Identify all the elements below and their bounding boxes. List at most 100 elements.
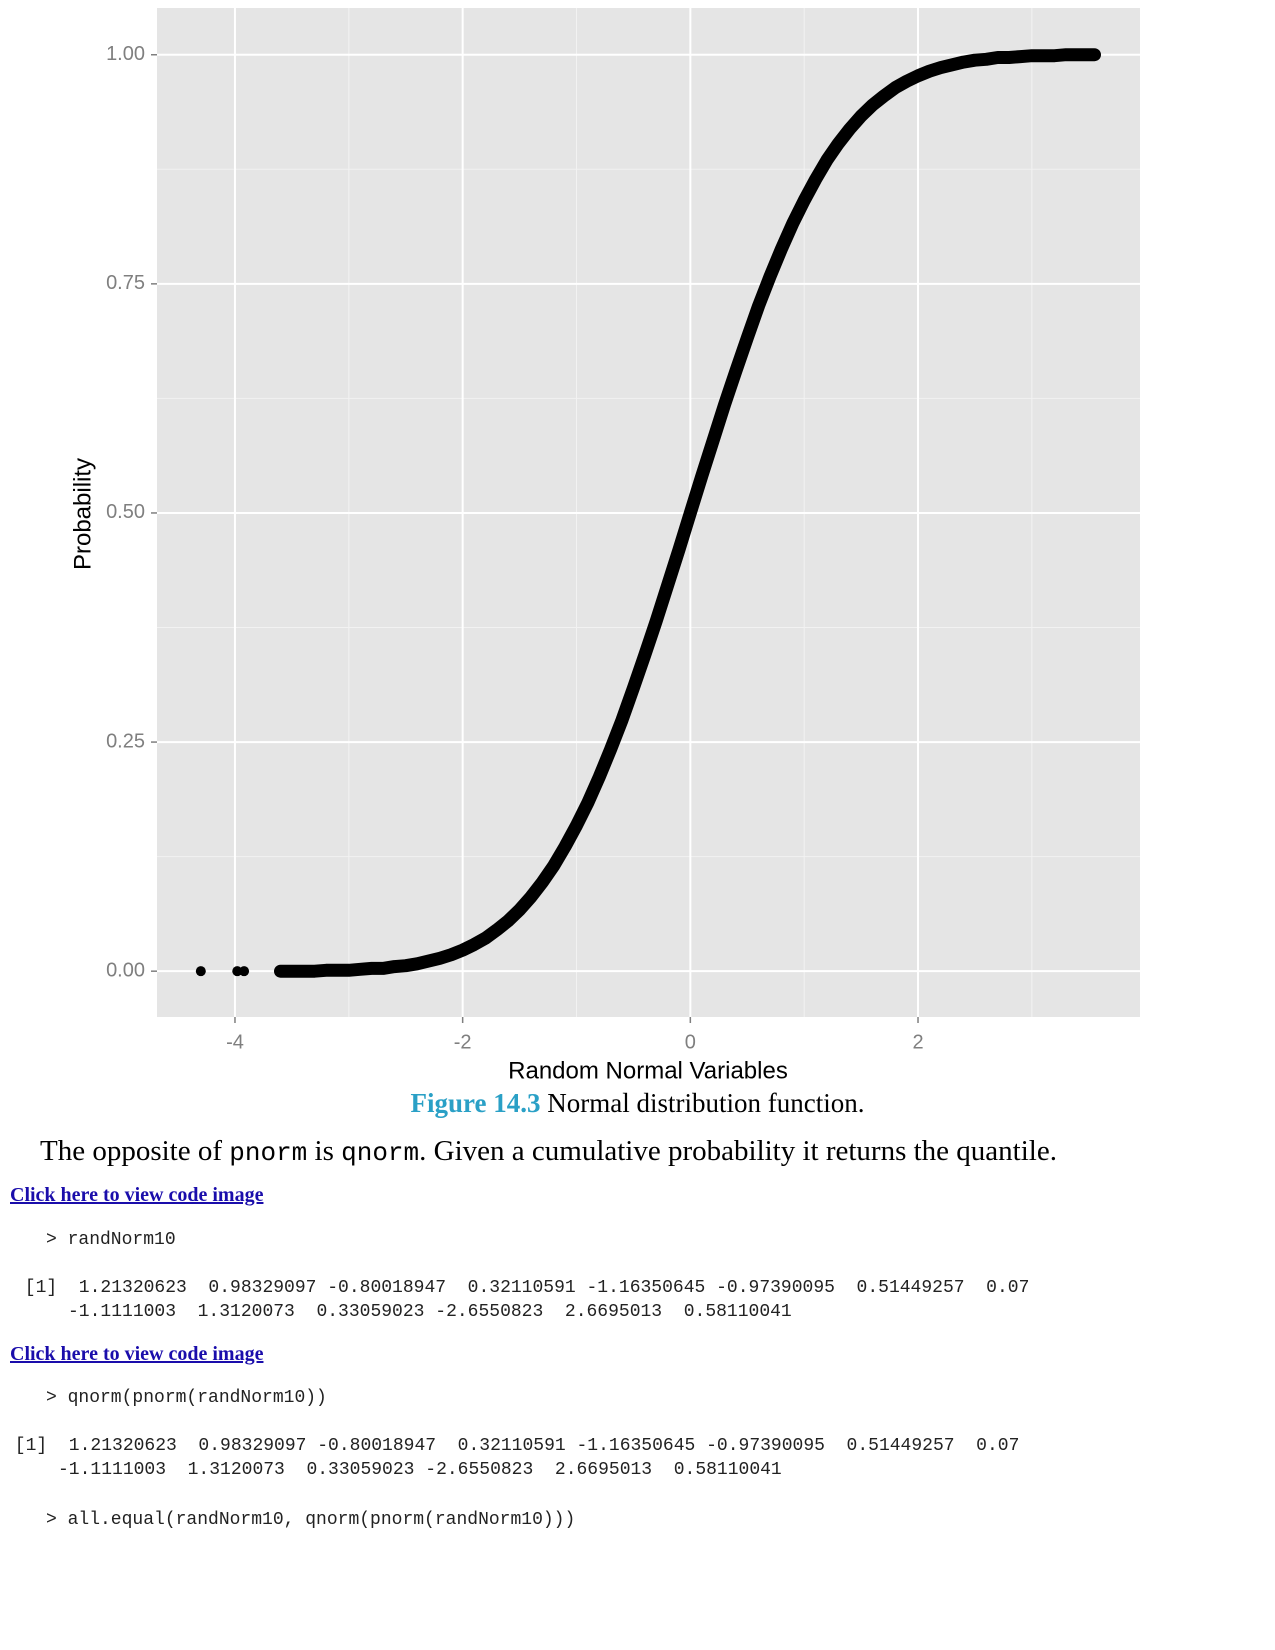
point: [924, 66, 935, 77]
point: [343, 965, 354, 976]
y-tick-label: 1.00: [106, 43, 145, 65]
point: [878, 90, 889, 101]
point: [434, 953, 445, 964]
point: [787, 218, 798, 229]
point: [548, 860, 559, 871]
code-command: > randNorm10: [46, 1230, 176, 1250]
point: [810, 174, 821, 185]
point: [605, 744, 616, 755]
code-link[interactable]: Click here to view code image: [10, 1343, 264, 1365]
point: [321, 965, 332, 976]
point: [742, 332, 753, 343]
text: . Given a cumulative probability it retu…: [419, 1135, 1057, 1167]
point: [833, 138, 844, 149]
point: [423, 956, 434, 967]
text: The opposite of: [40, 1135, 230, 1167]
text: is: [307, 1135, 342, 1167]
point: [1015, 51, 1026, 62]
code-output: -1.1111003 1.3120073 0.33059023 -2.65508…: [4, 1460, 782, 1480]
point: [844, 123, 855, 134]
point: [856, 111, 867, 122]
point: [332, 965, 343, 976]
x-tick-label: 0: [685, 1031, 696, 1053]
code-command: > all.equal(randNorm10, qnorm(pnorm(rand…: [46, 1510, 576, 1530]
point: [673, 544, 684, 555]
point: [651, 616, 662, 627]
code-link[interactable]: Click here to view code image: [10, 1184, 264, 1206]
point: [480, 933, 491, 944]
point: [239, 966, 250, 977]
point: [582, 797, 593, 808]
point: [514, 904, 525, 915]
inline-code: pnorm: [229, 1138, 308, 1168]
x-tick-label: -4: [226, 1031, 244, 1053]
point: [913, 70, 924, 81]
point: [377, 963, 388, 974]
point: [981, 54, 992, 65]
point: [195, 966, 206, 977]
x-tick-label: -2: [454, 1031, 472, 1053]
point: [232, 966, 243, 977]
point: [890, 82, 901, 93]
code-output: -1.1111003 1.3120073 0.33059023 -2.65508…: [14, 1302, 792, 1322]
point: [446, 949, 457, 960]
point: [639, 650, 650, 661]
point: [662, 580, 673, 591]
inline-code: qnorm: [341, 1138, 420, 1168]
point: [1061, 49, 1072, 60]
x-axis-title: Random Normal Variables: [508, 1057, 788, 1084]
y-tick-label: 0.75: [106, 272, 145, 294]
point: [719, 399, 730, 410]
point: [958, 57, 969, 68]
point: [776, 244, 787, 255]
point: [1089, 49, 1100, 60]
point: [1004, 52, 1015, 63]
figure-caption: Figure 14.3 Normal distribution function…: [0, 1088, 1275, 1119]
y-tick-label: 0.00: [106, 959, 145, 981]
point: [867, 100, 878, 111]
y-tick-label: 0.50: [106, 501, 145, 523]
point: [1038, 50, 1049, 61]
x-tick-label: 2: [912, 1031, 923, 1053]
point: [821, 155, 832, 166]
point: [799, 195, 810, 206]
point: [617, 715, 628, 726]
point: [1049, 50, 1060, 61]
figure-label: Figure 14.3: [410, 1088, 541, 1118]
chart: Random Normal Variables Probability -4 -2…: [69, 8, 1140, 1084]
point: [935, 62, 946, 73]
paragraph: The opposite of pnorm is qnorm. Given a …: [40, 1135, 1057, 1168]
point: [491, 924, 502, 935]
point: [469, 939, 480, 950]
code-output: [1] 1.21320623 0.98329097 -0.80018947 0.…: [4, 1436, 1020, 1456]
point: [594, 771, 605, 782]
point: [992, 52, 1003, 63]
point: [355, 964, 366, 975]
point: [1026, 50, 1037, 61]
point: [309, 966, 320, 977]
point: [765, 271, 776, 282]
point: [696, 471, 707, 482]
caption-text: Normal distribution function.: [547, 1088, 865, 1118]
point: [628, 682, 639, 693]
point: [560, 841, 571, 852]
point: [571, 820, 582, 831]
point: [969, 55, 980, 66]
point: [730, 365, 741, 376]
point: [708, 435, 719, 446]
point: [537, 877, 548, 888]
point: [366, 963, 377, 974]
point: [457, 945, 468, 956]
point: [685, 507, 696, 518]
y-tick-label: 0.25: [106, 730, 145, 752]
point: [400, 960, 411, 971]
point: [503, 915, 514, 926]
code-output: [1] 1.21320623 0.98329097 -0.80018947 0.…: [14, 1278, 1030, 1298]
code-command: > qnorm(pnorm(randNorm10)): [46, 1388, 327, 1408]
point: [389, 961, 400, 972]
point: [753, 300, 764, 311]
y-axis-title: Probability: [69, 458, 96, 570]
point: [525, 891, 536, 902]
point: [947, 59, 958, 70]
